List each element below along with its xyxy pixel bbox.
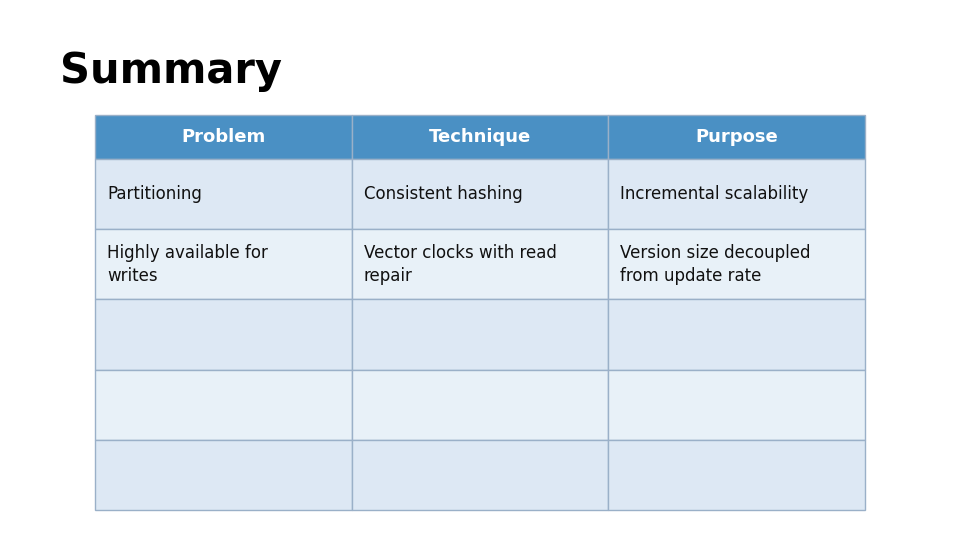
Bar: [95, 299, 351, 369]
Bar: [609, 229, 865, 299]
Text: Vector clocks with read
repair: Vector clocks with read repair: [364, 244, 557, 285]
Text: Consistent hashing: Consistent hashing: [364, 185, 522, 203]
Bar: [609, 440, 865, 510]
Text: Version size decoupled
from update rate: Version size decoupled from update rate: [620, 244, 811, 285]
Bar: [609, 369, 865, 440]
Bar: [95, 369, 351, 440]
Bar: [609, 299, 865, 369]
Text: Partitioning: Partitioning: [107, 185, 202, 203]
Text: Highly available for
writes: Highly available for writes: [107, 244, 268, 285]
Bar: [95, 229, 351, 299]
Bar: [95, 159, 351, 229]
Bar: [351, 299, 609, 369]
Text: Purpose: Purpose: [695, 128, 778, 146]
Bar: [609, 159, 865, 229]
Bar: [351, 115, 609, 159]
Bar: [95, 115, 351, 159]
Bar: [609, 115, 865, 159]
Bar: [95, 440, 351, 510]
Bar: [351, 369, 609, 440]
Bar: [351, 440, 609, 510]
Bar: [351, 229, 609, 299]
Text: Problem: Problem: [181, 128, 266, 146]
Text: Incremental scalability: Incremental scalability: [620, 185, 808, 203]
Text: Summary: Summary: [60, 50, 282, 92]
Bar: [351, 159, 609, 229]
Text: Technique: Technique: [429, 128, 531, 146]
